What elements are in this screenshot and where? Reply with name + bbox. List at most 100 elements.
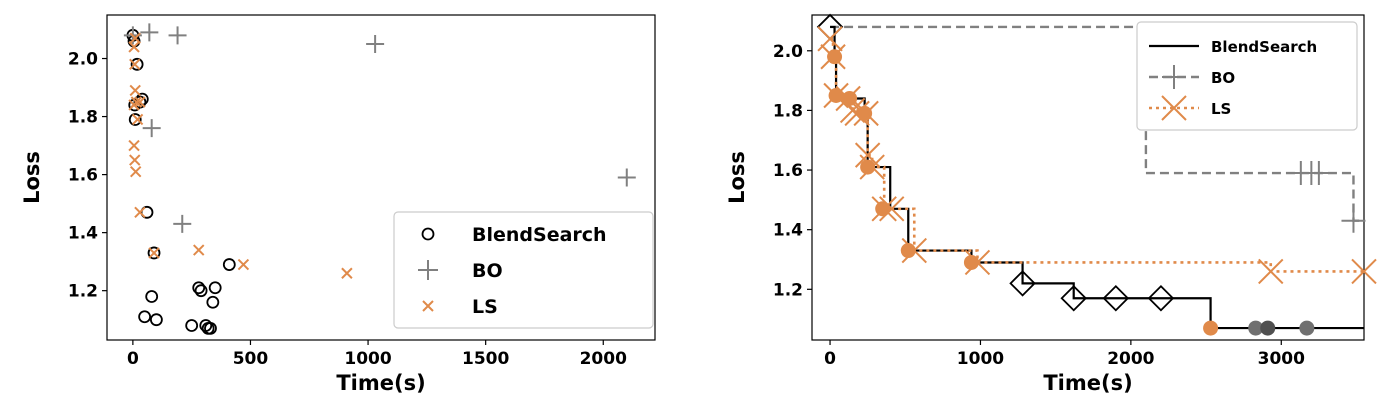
convergence-plot-panel: 0 1000 2000 3000 1.2 1.4 1.6 1.8 2.0 Time(s) Loss B… xyxy=(725,13,1377,395)
data-point xyxy=(128,139,140,152)
data-point xyxy=(128,113,142,126)
series-ls xyxy=(128,32,353,279)
x-tick-label: 3000 xyxy=(1258,349,1305,369)
y-tick-label: 2.0 xyxy=(773,42,803,62)
data-point xyxy=(1341,208,1366,233)
data-point xyxy=(129,58,141,71)
data-point xyxy=(193,244,205,256)
data-point xyxy=(145,290,159,303)
data-point xyxy=(857,105,873,121)
legend-label: BlendSearch xyxy=(472,224,607,246)
data-point xyxy=(129,165,142,178)
data-point xyxy=(617,168,636,187)
data-point xyxy=(129,154,141,166)
y-tick-label: 1.2 xyxy=(773,280,803,300)
x-axis-label: Time(s) xyxy=(336,371,425,395)
data-point xyxy=(366,35,385,54)
legend-box xyxy=(393,211,654,329)
data-point xyxy=(131,113,144,126)
data-point xyxy=(192,281,206,295)
data-point xyxy=(204,321,217,335)
data-point xyxy=(140,205,154,219)
data-point xyxy=(168,26,187,45)
legend-box xyxy=(1136,21,1358,131)
data-point xyxy=(1102,284,1130,312)
series-blendsearch xyxy=(126,28,236,335)
data-point xyxy=(963,254,979,270)
legend-marker-bo xyxy=(1162,65,1186,89)
data-point xyxy=(1248,320,1264,336)
legend-label: BlendSearch xyxy=(1211,38,1317,56)
data-point xyxy=(147,246,161,260)
data-point xyxy=(149,313,163,327)
data-point xyxy=(185,319,199,332)
legend-marker-ls xyxy=(1161,95,1187,121)
y-tick-label: 1.4 xyxy=(773,221,803,241)
data-point xyxy=(173,214,192,233)
plot-frame xyxy=(106,14,656,341)
data-point xyxy=(138,310,152,324)
data-point xyxy=(341,267,353,279)
data-point xyxy=(129,32,141,44)
series-blendsearch xyxy=(816,13,1364,336)
data-point xyxy=(140,23,159,42)
data-point xyxy=(860,159,876,175)
data-point xyxy=(1351,258,1377,285)
data-point xyxy=(206,295,220,309)
data-point xyxy=(820,44,846,70)
data-point xyxy=(133,95,147,109)
data-point xyxy=(901,237,927,264)
legend-marker-bo xyxy=(418,260,438,280)
data-point xyxy=(1060,284,1087,312)
data-point xyxy=(1009,270,1036,297)
data-point xyxy=(817,26,843,52)
data-point xyxy=(1258,258,1284,285)
x-axis-label: Time(s) xyxy=(1043,371,1132,395)
series-bo xyxy=(123,23,636,233)
legend-label: LS xyxy=(1211,100,1231,118)
x-tick-label: 0 xyxy=(127,349,139,369)
x-tick-label: 2000 xyxy=(1107,349,1154,369)
y-tick-label: 1.6 xyxy=(68,166,98,186)
y-tick-label: 1.2 xyxy=(68,282,98,302)
data-point xyxy=(128,99,140,111)
data-point xyxy=(875,201,891,217)
data-point xyxy=(1147,284,1175,312)
data-point xyxy=(237,258,250,271)
x-tick-label: 1000 xyxy=(957,349,1004,369)
x-tick-label: 1500 xyxy=(462,349,509,369)
data-point xyxy=(871,196,897,222)
data-point xyxy=(222,258,236,271)
data-point xyxy=(1299,320,1315,336)
data-point xyxy=(130,57,144,71)
data-point xyxy=(134,96,146,108)
data-point xyxy=(1306,161,1331,186)
legend-marker-ls xyxy=(422,300,434,312)
legend-label: LS xyxy=(472,296,498,318)
data-point xyxy=(900,243,916,259)
legend-label: BO xyxy=(1211,69,1235,87)
y-tick-label: 1.8 xyxy=(773,101,803,121)
data-point xyxy=(964,249,991,276)
data-point xyxy=(148,247,160,259)
scatter-plot-panel: 0 500 1000 1500 2000 1.2 1.4 1.6 1.8 2.0 Time(s) Lo… xyxy=(20,14,656,395)
data-point xyxy=(129,84,141,97)
series-ls xyxy=(817,26,1377,285)
step-line xyxy=(830,37,1364,273)
data-point xyxy=(142,119,161,138)
data-point xyxy=(853,100,879,127)
x-tick-label: 500 xyxy=(233,349,269,369)
data-point xyxy=(859,154,885,180)
x-tick-label: 2000 xyxy=(580,349,627,369)
data-point xyxy=(208,281,222,295)
plot-frame xyxy=(811,14,1365,341)
x-tick-label: 0 xyxy=(824,349,836,369)
data-point xyxy=(1260,320,1276,336)
data-point xyxy=(134,206,146,219)
legend-marker-blendsearch xyxy=(421,227,435,241)
data-point xyxy=(194,284,208,298)
y-tick-label: 1.6 xyxy=(773,161,803,181)
y-tick-label: 2.0 xyxy=(68,50,98,70)
y-tick-label: 1.8 xyxy=(68,108,98,128)
